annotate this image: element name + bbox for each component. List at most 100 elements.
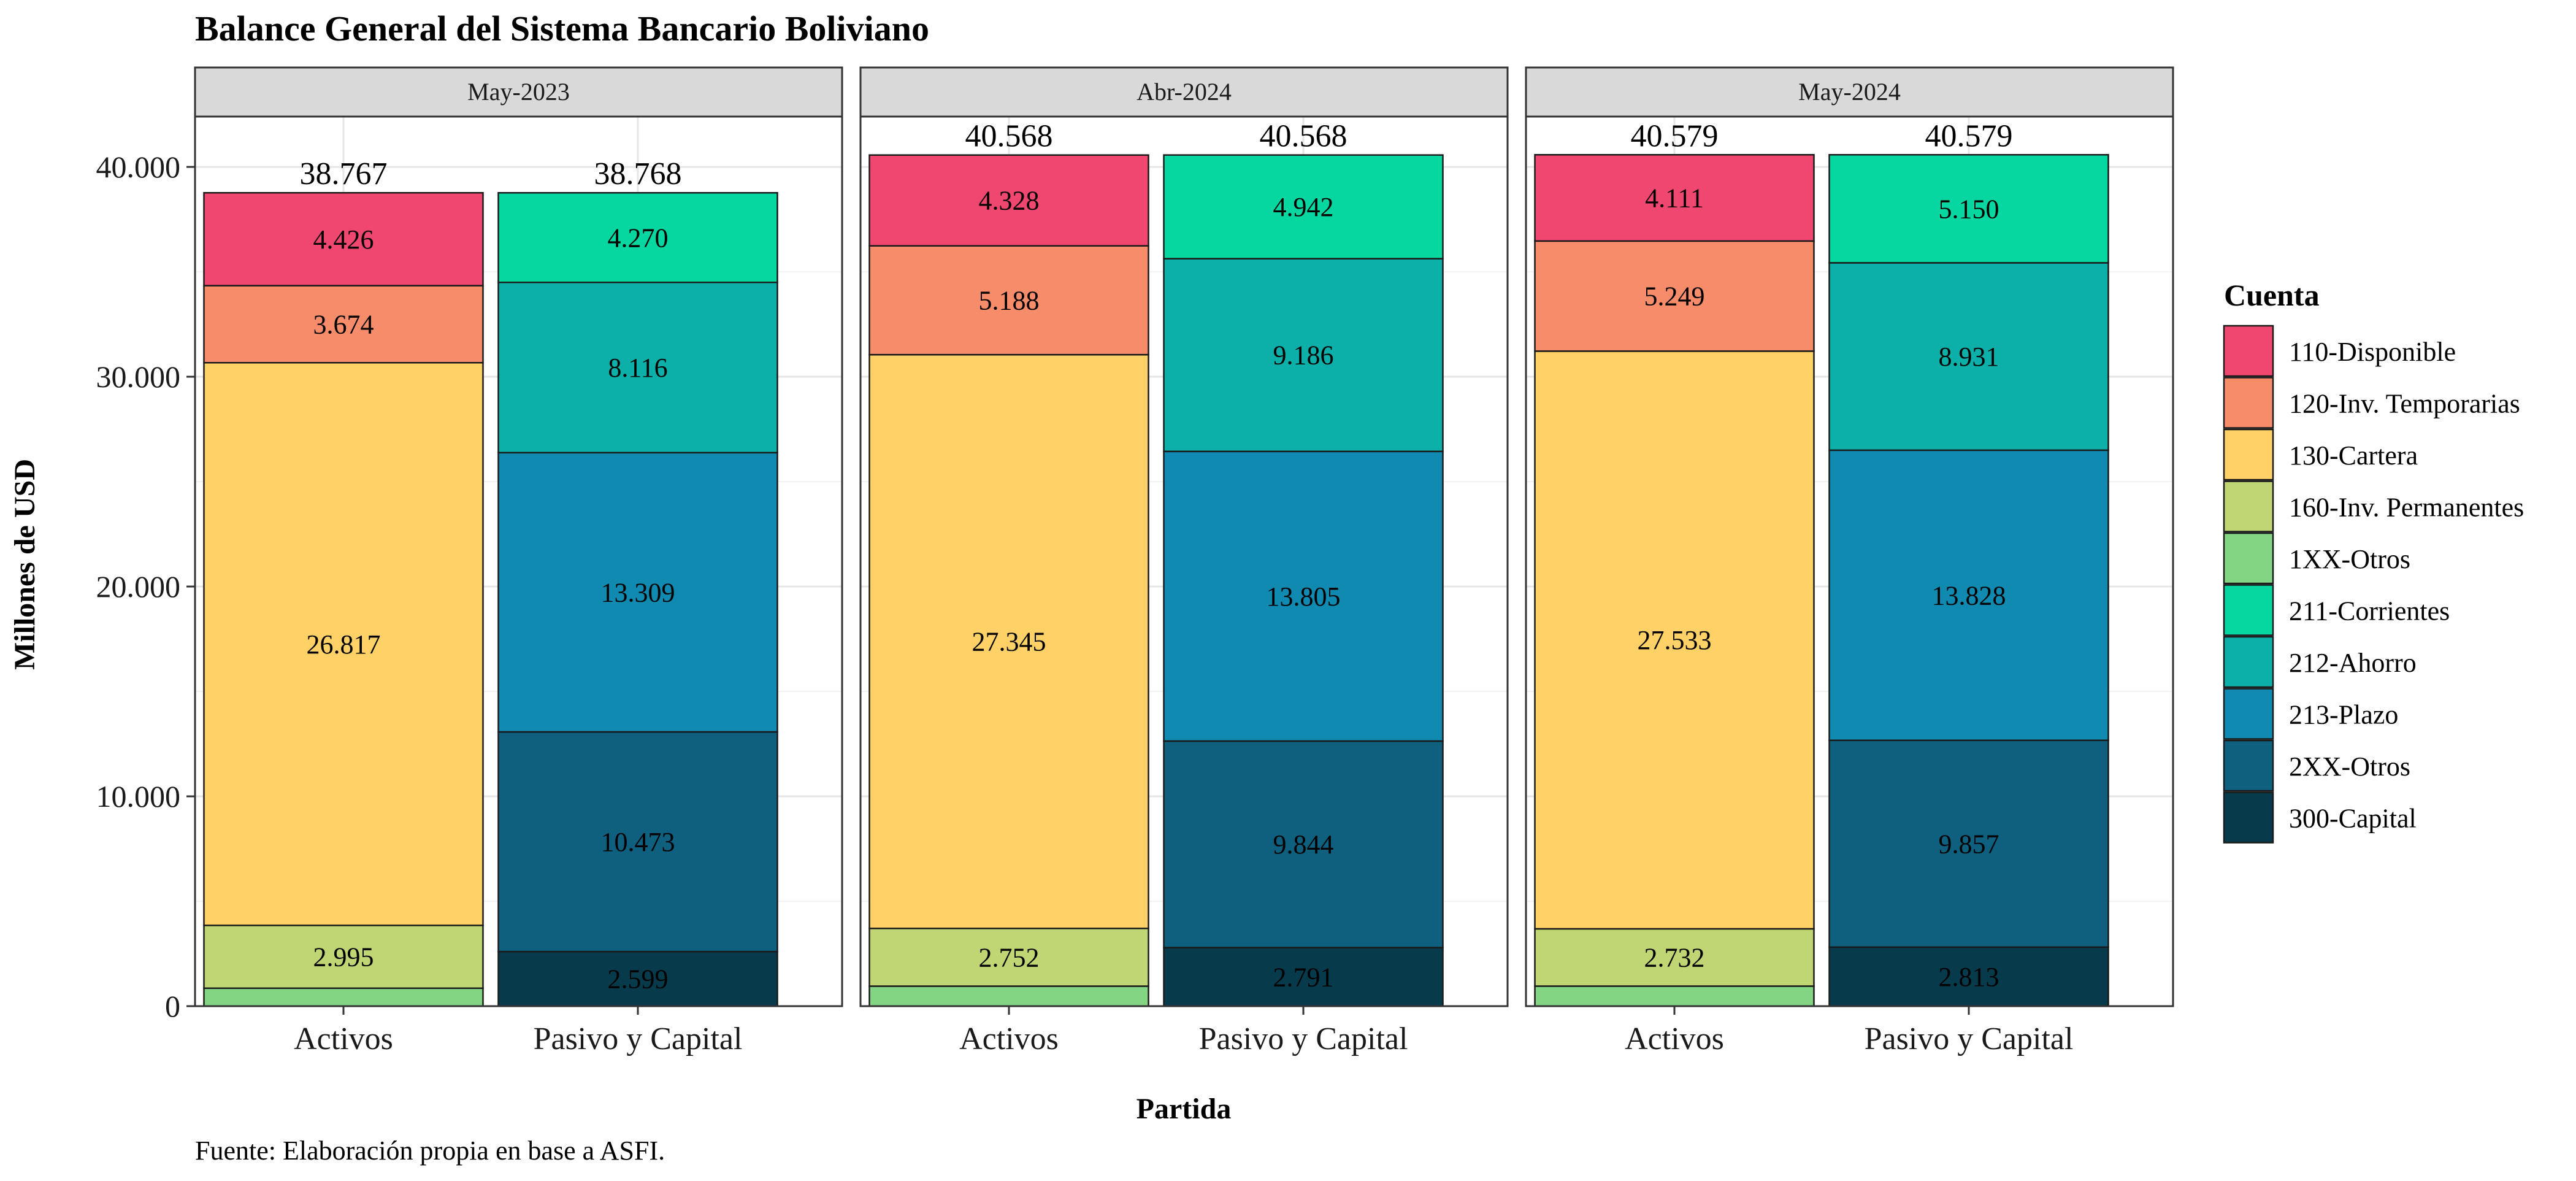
- bar-segment: [1163, 450, 1444, 742]
- y-tick-label: 20.000: [96, 569, 181, 604]
- data-label: 26.817: [307, 629, 381, 660]
- legend: 110-Disponible 120-Inv. Temporarias 130-Ca…: [2223, 325, 2524, 844]
- bar-segment: [868, 245, 1149, 356]
- bar-segment: [1828, 262, 2109, 452]
- facet-strip: [859, 66, 1509, 118]
- facet-strip-label: May-2023: [467, 78, 570, 106]
- bar-segment: [868, 985, 1149, 1007]
- bar-segment: [868, 928, 1149, 987]
- bar-total-label: 38.767: [300, 156, 388, 191]
- bar-segment: [1828, 449, 2109, 741]
- bar-segment: [1828, 946, 2109, 1007]
- legend-label: 160-Inv. Permanentes: [2289, 493, 2524, 523]
- data-label: 13.805: [1267, 582, 1341, 612]
- bar-segment: [868, 154, 1149, 247]
- bar-total-label: 40.568: [1260, 119, 1347, 154]
- legend-item: 2XX-Otros: [2223, 739, 2410, 792]
- bar-segment: [1163, 947, 1444, 1007]
- data-label: 8.116: [608, 353, 667, 383]
- data-label: 2.732: [1644, 943, 1705, 973]
- legend-label: 110-Disponible: [2289, 337, 2456, 367]
- legend-swatch: [2223, 428, 2274, 481]
- legend-label: 120-Inv. Temporarias: [2289, 389, 2520, 419]
- y-axis-title: Millones de USD: [9, 459, 41, 670]
- bar-segment: [1828, 739, 2109, 948]
- x-tick-label: Activos: [294, 1021, 393, 1056]
- data-label: 2.995: [313, 942, 374, 972]
- bar-segment: [868, 353, 1149, 929]
- data-label: 27.533: [1638, 625, 1712, 655]
- legend-swatch: [2223, 791, 2274, 844]
- facet-strip: [194, 66, 843, 118]
- legend-swatch: [2223, 739, 2274, 792]
- legend-label: 130-Cartera: [2289, 440, 2418, 471]
- legend-label: 212-Ahorro: [2289, 648, 2417, 678]
- bar-segment: [1534, 240, 1815, 352]
- bar-stack-pasivo-y-capital: 2.813 9.857 13.828 8.931 5.150 40.579: [1828, 118, 2109, 1007]
- x-tick-label: Activos: [1625, 1021, 1724, 1056]
- bar-total-label: 40.579: [1631, 118, 1719, 153]
- legend-item: 160-Inv. Permanentes: [2223, 480, 2524, 533]
- data-label: 2.752: [979, 942, 1040, 972]
- legend-item: 212-Ahorro: [2223, 636, 2417, 688]
- data-label: 5.249: [1644, 282, 1705, 312]
- data-label: 9.844: [1273, 829, 1334, 860]
- legend-label: 1XX-Otros: [2289, 544, 2410, 574]
- data-label: 5.150: [1939, 194, 1999, 224]
- bar-stack-activos: 2.995 26.817 3.674 4.426 38.767: [203, 156, 484, 1007]
- bar-segment: [203, 285, 484, 364]
- x-tick-label: Pasivo y Capital: [534, 1021, 743, 1056]
- chart-title: Balance General del Sistema Bancario Bol…: [195, 9, 929, 48]
- facet-strip-label: Abr-2024: [1137, 78, 1232, 106]
- panels-layer: May-2023 2.995 26.817 3.674 4.426 38.767 Activ…: [194, 66, 2174, 1056]
- bar-segment: [203, 987, 484, 1007]
- data-label: 13.828: [1932, 580, 2006, 610]
- legend-swatch: [2223, 480, 2274, 533]
- bar-segment: [497, 191, 778, 283]
- panel-border: [194, 115, 843, 1007]
- legend-item: 110-Disponible: [2223, 325, 2456, 377]
- bar-segment: [203, 191, 484, 287]
- legend-title: Cuenta: [2224, 278, 2320, 312]
- legend-item: 213-Plazo: [2223, 688, 2398, 740]
- facet-panel-2: Abr-2024 2.752 27.345 5.188 4.328 40.568 Activ…: [859, 66, 1509, 1056]
- bar-segment: [1534, 154, 1815, 242]
- x-tick-label: Pasivo y Capital: [1865, 1021, 2074, 1056]
- bar-segment: [1163, 740, 1444, 948]
- y-tick-label: 30.000: [96, 360, 181, 394]
- bar-total-label: 38.768: [594, 156, 682, 191]
- data-label: 5.188: [979, 285, 1040, 315]
- data-label: 9.857: [1939, 829, 1999, 859]
- legend-swatch: [2223, 377, 2274, 429]
- data-label: 4.270: [608, 223, 669, 253]
- y-tick-label: 0: [165, 989, 180, 1023]
- data-label: 8.931: [1939, 342, 1999, 372]
- bar-stack-activos: 2.752 27.345 5.188 4.328 40.568: [868, 119, 1149, 1007]
- facet-strip-label: May-2024: [1798, 78, 1901, 106]
- bar-stack-pasivo-y-capital: 2.791 9.844 13.805 9.186 4.942 40.568: [1163, 119, 1444, 1007]
- x-tick-label: Activos: [959, 1021, 1059, 1056]
- y-axis: 0 10.000 20.000 30.000 40.000: [96, 150, 195, 1023]
- x-axis-title: Partida: [1137, 1093, 1232, 1125]
- x-tick-label: Pasivo y Capital: [1199, 1021, 1408, 1056]
- legend-swatch: [2223, 636, 2274, 688]
- data-label: 4.328: [979, 186, 1040, 216]
- legend-item: 211-Corrientes: [2223, 584, 2450, 636]
- bar-segment: [1163, 154, 1444, 260]
- data-label: 10.473: [601, 827, 675, 857]
- data-label: 2.599: [608, 964, 669, 994]
- bar-segment: [203, 925, 484, 990]
- bar-total-label: 40.568: [965, 119, 1053, 154]
- bar-stack-activos: 2.732 27.533 5.249 4.111 40.579: [1534, 118, 1815, 1007]
- data-label: 4.426: [313, 225, 374, 255]
- legend-item: 130-Cartera: [2223, 428, 2418, 481]
- legend-label: 2XX-Otros: [2289, 752, 2410, 782]
- facet-panel-3: May-2024 2.732 27.533 5.249 4.111 40.579 Activ…: [1525, 66, 2174, 1056]
- legend-swatch: [2223, 688, 2274, 740]
- legend-item: 120-Inv. Temporarias: [2223, 377, 2520, 429]
- legend-label: 211-Corrientes: [2289, 596, 2450, 626]
- bar-segment: [1828, 154, 2109, 264]
- y-tick-label: 40.000: [96, 150, 181, 184]
